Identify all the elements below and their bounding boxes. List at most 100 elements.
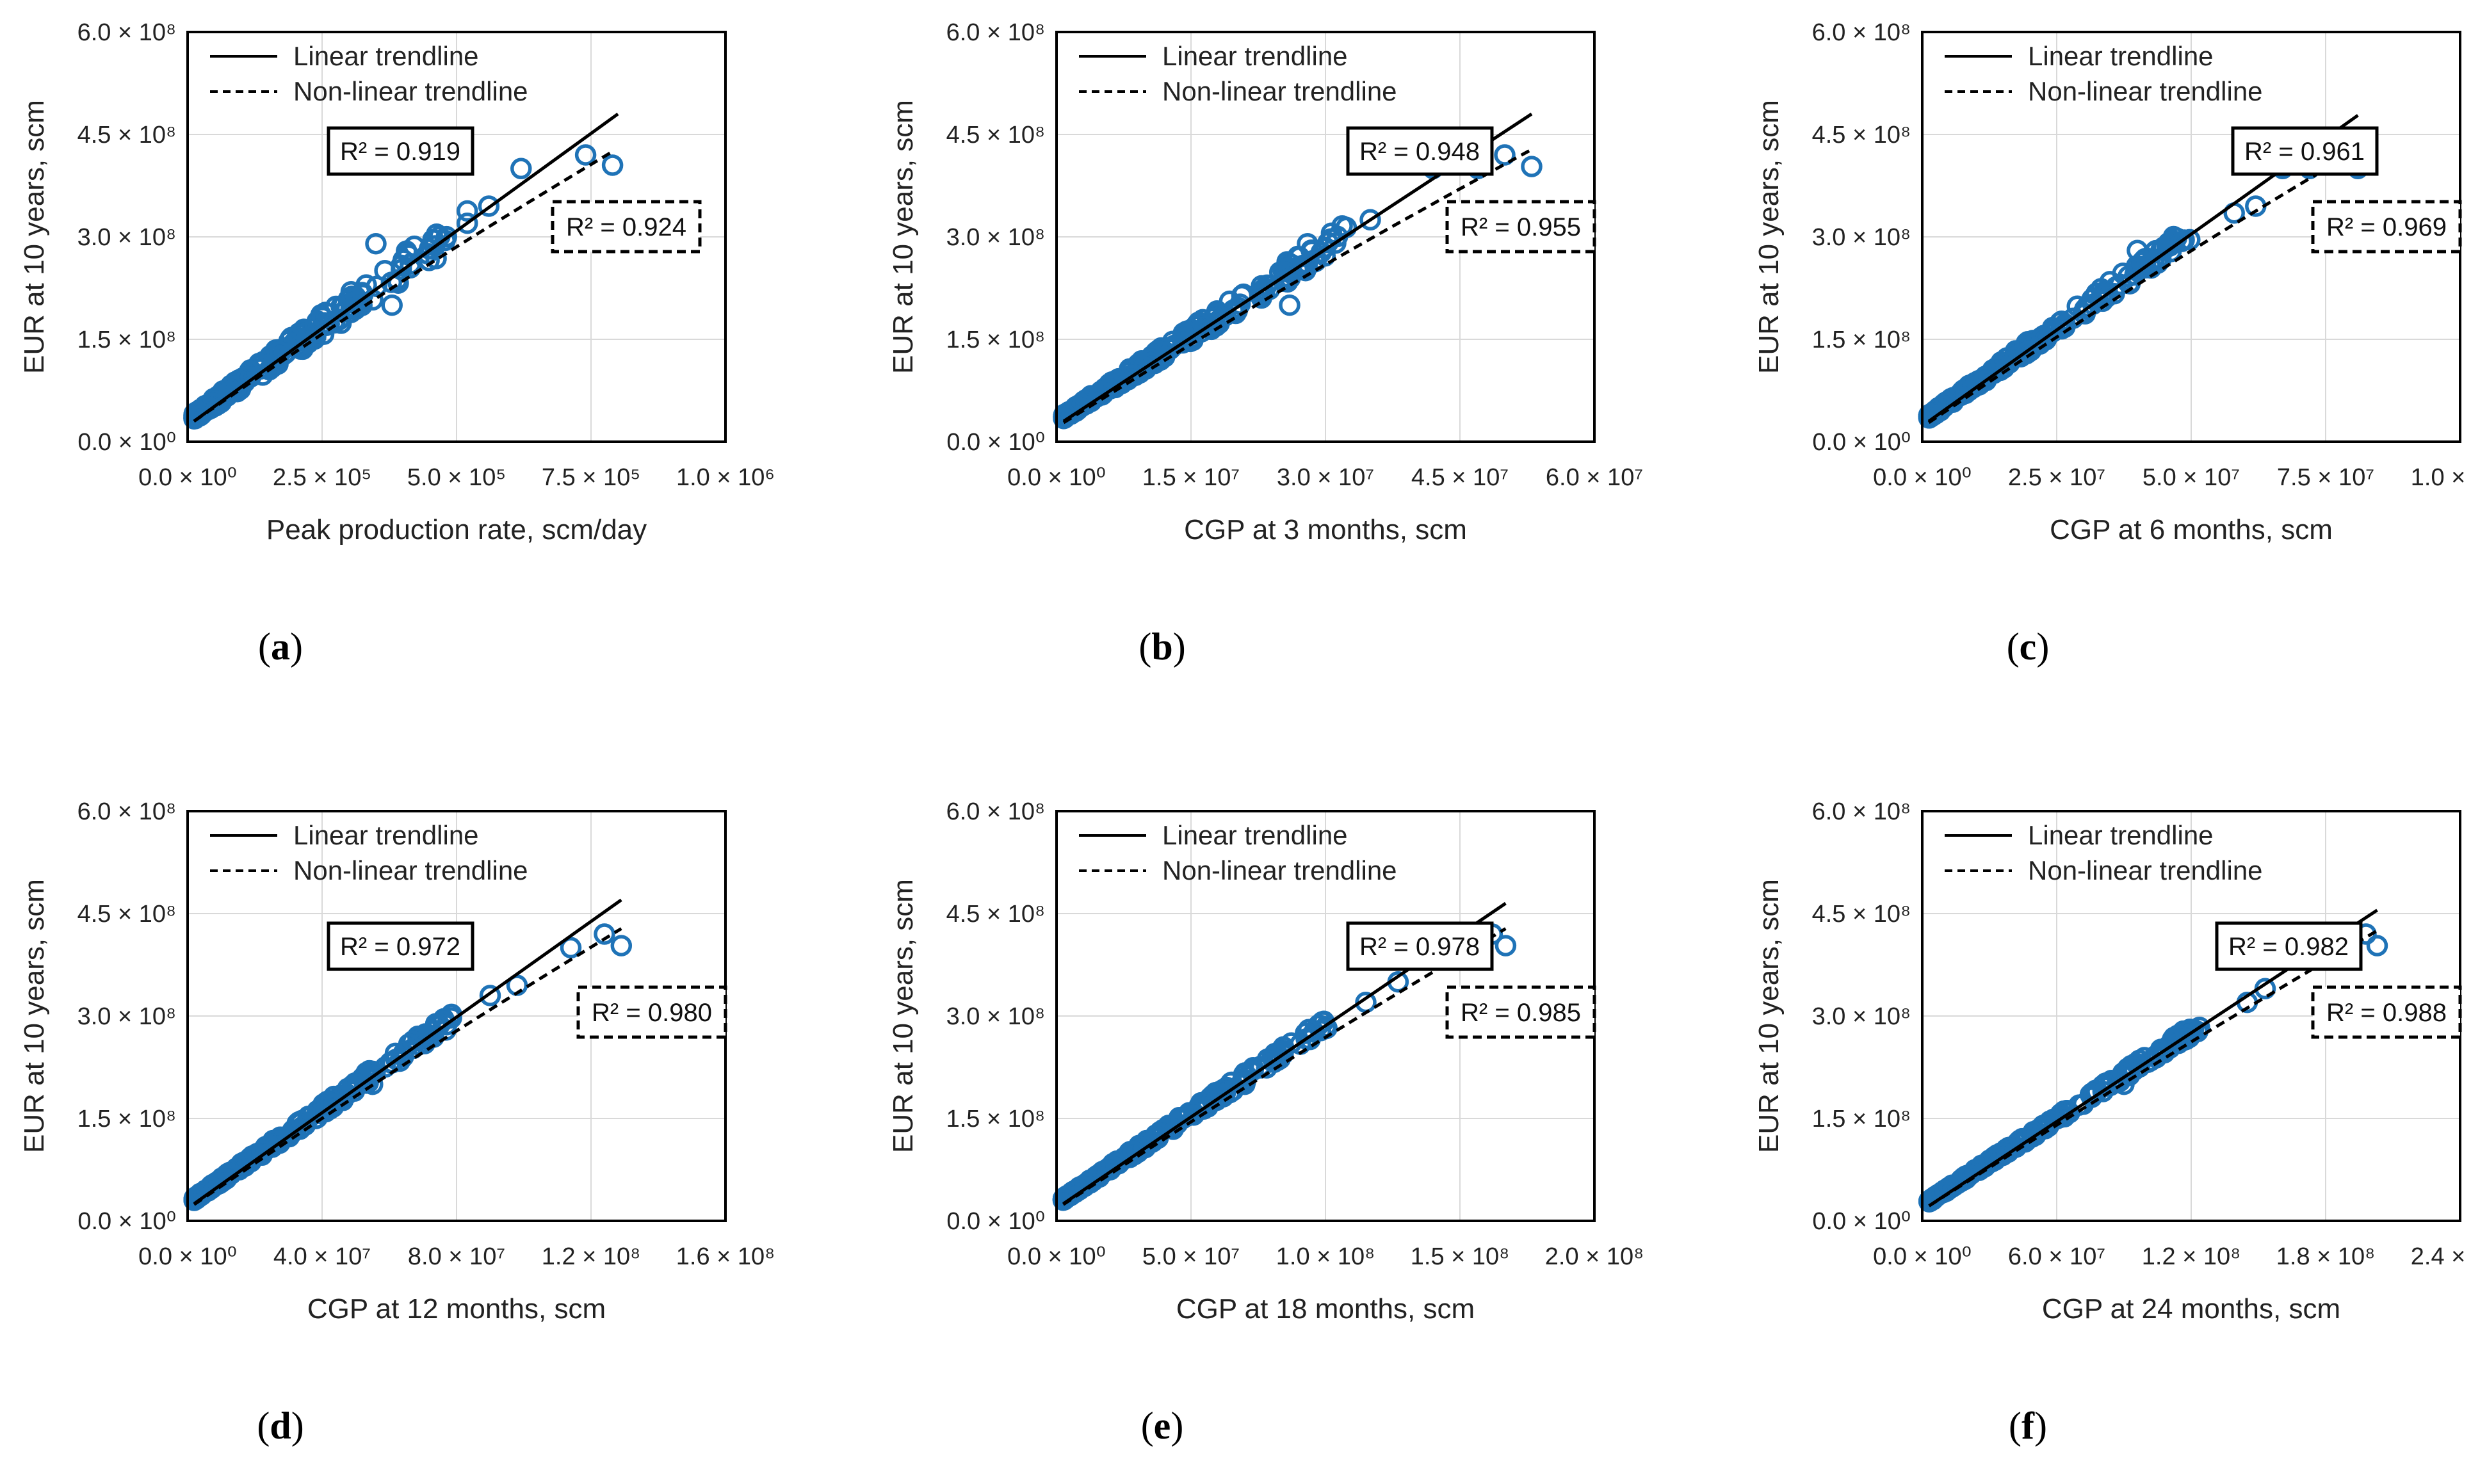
y-tick-label: 0.0 × 10⁰ [1812,1208,1911,1235]
data-point [1234,1073,1256,1095]
x-axis-title: CGP at 3 months, scm [1184,514,1467,545]
y-tick-label: 6.0 × 10⁸ [946,798,1045,825]
y-tick-label: 0.0 × 10⁰ [946,1208,1045,1235]
legend-nonlinear-label: Non-linear trendline [293,76,528,106]
y-axis-title: EUR at 10 years, scm [887,100,919,374]
data-point [189,405,211,427]
panel-f: 0.0 × 10⁰ 1.5 × 10⁸ 3.0 × 10⁸ 4.5 × 10⁸ 6.0 … [1753,798,2471,1447]
r2-linear-value: R² = 0.982 [2228,933,2349,961]
data-point [610,935,633,956]
data-point [1154,346,1176,368]
r2-linear-value: R² = 0.919 [340,138,460,166]
y-tick-label: 4.5 × 10⁸ [946,122,1045,149]
r2-nonlinear-box [2311,200,2462,254]
data-point [457,200,478,222]
data-point [601,154,624,176]
nonlinear-trendline [1928,929,2378,1207]
legend-linear-label: Linear trendline [293,820,479,850]
data-point [352,284,374,305]
y-axis-title: EUR at 10 years, scm [1753,100,1785,374]
y-tick-label: 1.5 × 10⁸ [946,327,1045,353]
x-tick-label: 1.8 × 10⁸ [2276,1243,2375,1270]
panel-label: (f) [2009,1405,2047,1447]
r2-nonlinear-value: R² = 0.985 [1461,999,1581,1027]
panel-e: 0.0 × 10⁰ 1.5 × 10⁸ 3.0 × 10⁸ 4.5 × 10⁸ 6.0 … [887,798,1644,1447]
data-point [2092,290,2114,312]
y-tick-label: 3.0 × 10⁸ [946,1003,1045,1030]
nonlinear-trendline [193,150,613,423]
x-axis-title: Peak production rate, scm/day [266,514,647,545]
r2-nonlinear-box [551,200,702,254]
x-axis-title: CGP at 6 months, scm [2050,514,2333,545]
r2-nonlinear-value: R² = 0.924 [566,213,686,241]
x-tick-label: 1.2 × 10⁸ [2142,1243,2240,1270]
x-tick-label: 5.0 × 10⁵ [407,464,506,491]
y-axis-title: EUR at 10 years, scm [19,100,50,374]
y-tick-label: 4.5 × 10⁸ [77,122,176,149]
data-point [428,1015,450,1037]
x-axis-title: CGP at 24 months, scm [2042,1293,2340,1325]
y-tick-label: 4.5 × 10⁸ [1812,901,1911,928]
r2-linear-value: R² = 0.972 [340,933,460,961]
y-tick-label: 1.5 × 10⁸ [77,327,176,353]
data-point [1325,232,1347,254]
legend-nonlinear-label: Non-linear trendline [2028,855,2263,885]
data-point [1359,209,1381,231]
data-point [2054,1106,2075,1128]
x-tick-label: 0.0 × 10⁰ [1007,464,1106,491]
y-tick-label: 3.0 × 10⁸ [1812,1003,1911,1030]
r2-nonlinear-box [1445,200,1596,254]
panel-letter: e [1154,1405,1171,1447]
y-axis-title: EUR at 10 years, scm [887,879,919,1153]
r2-nonlinear-value: R² = 0.988 [2326,999,2447,1027]
r2-nonlinear-box [1445,985,1596,1039]
nonlinear-trendline [1927,148,2359,424]
x-tick-label: 8.0 × 10⁷ [408,1243,505,1270]
x-tick-label: 0.0 × 10⁰ [1873,464,1972,491]
r2-linear-value: R² = 0.978 [1359,933,1480,961]
legend-linear-label: Linear trendline [2028,41,2214,71]
r2-nonlinear-box [576,985,727,1039]
panel-a: 0.0 × 10⁰ 1.5 × 10⁸ 3.0 × 10⁸ 4.5 × 10⁸ 6.0 … [19,19,775,668]
x-tick-label: 1.0 × 10⁸ [2411,464,2471,491]
panel-label: (d) [257,1405,304,1447]
y-tick-label: 6.0 × 10⁸ [77,19,176,46]
x-tick-label: 4.0 × 10⁷ [273,1243,371,1270]
y-tick-label: 6.0 × 10⁸ [77,798,176,825]
data-point [396,240,417,262]
x-tick-label: 4.5 × 10⁷ [1411,464,1509,491]
panel-label: (b) [1138,625,1185,668]
y-tick-label: 0.0 × 10⁰ [77,1208,176,1235]
nonlinear-trendline [193,927,622,1206]
x-tick-label: 5.0 × 10⁷ [1142,1243,1240,1270]
data-point [510,157,532,180]
data-point [381,294,403,316]
panel-letter: b [1151,625,1172,668]
data-point [594,923,615,945]
y-tick-label: 3.0 × 10⁸ [77,224,176,251]
r2-linear-box [1346,921,1494,971]
plot-frame [186,31,727,443]
x-tick-label: 1.0 × 10⁶ [676,464,775,491]
data-point [1279,294,1300,316]
data-point [1320,222,1343,244]
x-tick-label: 2.0 × 10⁸ [1545,1243,1644,1270]
legend-linear-label: Linear trendline [2028,820,2214,850]
y-tick-label: 6.0 × 10⁸ [1812,798,1911,825]
x-tick-label: 2.5 × 10⁵ [273,464,371,491]
y-tick-label: 0.0 × 10⁰ [1812,429,1911,456]
y-tick-label: 0.0 × 10⁰ [946,429,1045,456]
data-point [478,195,500,217]
panel-label: (a) [258,625,303,668]
data-point [1297,232,1318,255]
r2-linear-box [327,126,474,176]
y-tick-label: 1.5 × 10⁸ [1812,1106,1911,1133]
panel-letter: f [2021,1405,2035,1447]
y-tick-label: 4.5 × 10⁸ [77,901,176,928]
data-point [1521,156,1543,177]
data-point [574,144,597,166]
panel-letter: d [270,1405,291,1447]
data-point [252,364,273,386]
y-tick-label: 3.0 × 10⁸ [1812,224,1911,251]
data-point [560,937,582,959]
